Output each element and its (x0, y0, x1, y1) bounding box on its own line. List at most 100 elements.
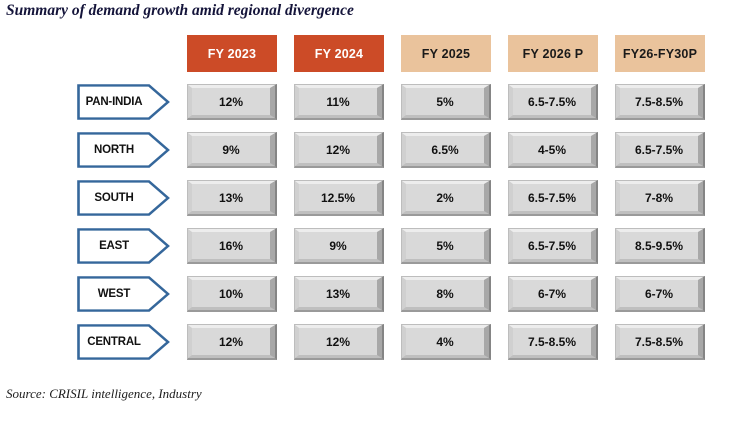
column-header-label: FY 2023 (207, 46, 257, 61)
cell-value: 9% (222, 142, 240, 157)
value-cell-face: 5% (402, 229, 489, 262)
row-label: NORTH (94, 144, 134, 156)
cell-value: 16% (218, 238, 244, 253)
value-cell-face: 8.5-9.5% (616, 229, 703, 262)
value-cell-face: 12% (188, 85, 275, 118)
value-cell-face: 12% (295, 325, 382, 358)
cell-value: 6-7% (644, 286, 673, 301)
cell-value: 6-7% (537, 286, 566, 301)
arrow-right-icon (77, 180, 170, 216)
value-cell: 12% (187, 324, 277, 360)
arrow-right-icon (77, 84, 170, 120)
value-cell-face: 9% (188, 133, 275, 166)
value-cell-face: 6.5-7.5% (509, 181, 596, 214)
column-header-label: FY 2026 P (522, 46, 584, 61)
cell-value: 8.5-9.5% (634, 238, 684, 253)
row-label: EAST (99, 240, 129, 252)
table-corner-spacer (77, 35, 170, 72)
value-cell: 7.5-8.5% (508, 324, 598, 360)
cell-value: 12% (325, 142, 351, 157)
value-cell: 8% (401, 276, 491, 312)
value-cell: 6-7% (615, 276, 705, 312)
value-cell-face: 5% (402, 85, 489, 118)
value-cell-face: 6.5-7.5% (509, 85, 596, 118)
cell-value: 10% (218, 286, 244, 301)
column-header: FY 2026 P (508, 35, 598, 72)
value-cell: 6.5-7.5% (615, 132, 705, 168)
value-cell-face: 12% (188, 325, 275, 358)
row-label: SOUTH (94, 192, 134, 204)
value-cell: 16% (187, 228, 277, 264)
column-header-label: FY 2024 (314, 46, 364, 61)
cell-value: 13% (325, 286, 351, 301)
row-label-arrow: EAST (77, 228, 170, 264)
value-cell-face: 4-5% (509, 133, 596, 166)
cell-value: 12% (218, 94, 244, 109)
column-header: FY 2023 (187, 35, 277, 72)
cell-value: 9% (329, 238, 347, 253)
value-cell-face: 7.5-8.5% (509, 325, 596, 358)
column-header-label: FY26-FY30P (622, 46, 698, 61)
column-header: FY 2024 (294, 35, 384, 72)
value-cell-face: 12% (295, 133, 382, 166)
value-cell-face: 9% (295, 229, 382, 262)
cell-value: 8% (436, 286, 454, 301)
arrow-right-icon (77, 276, 170, 312)
value-cell: 8.5-9.5% (615, 228, 705, 264)
cell-value: 4-5% (537, 142, 566, 157)
cell-value: 6.5% (431, 142, 459, 157)
value-cell: 11% (294, 84, 384, 120)
value-cell: 9% (294, 228, 384, 264)
value-cell: 7.5-8.5% (615, 324, 705, 360)
cell-value: 7-8% (644, 190, 673, 205)
value-cell-face: 6.5% (402, 133, 489, 166)
value-cell-face: 10% (188, 277, 275, 310)
demand-growth-table: FY 2023 FY 2024 FY 2025 FY 2026 P FY26-F… (77, 35, 705, 360)
value-cell: 6-7% (508, 276, 598, 312)
column-header-label: FY 2025 (421, 46, 471, 61)
value-cell-face: 8% (402, 277, 489, 310)
value-cell: 10% (187, 276, 277, 312)
row-label-arrow: SOUTH (77, 180, 170, 216)
value-cell-face: 6-7% (616, 277, 703, 310)
value-cell: 12.5% (294, 180, 384, 216)
value-cell: 4% (401, 324, 491, 360)
value-cell: 12% (294, 324, 384, 360)
cell-value: 12% (325, 334, 351, 349)
value-cell: 6.5-7.5% (508, 228, 598, 264)
cell-value: 12% (218, 334, 244, 349)
value-cell: 13% (294, 276, 384, 312)
value-cell: 9% (187, 132, 277, 168)
row-label: PAN-INDIA (85, 96, 143, 108)
value-cell-face: 6-7% (509, 277, 596, 310)
value-cell: 4-5% (508, 132, 598, 168)
cell-value: 5% (436, 238, 454, 253)
cell-value: 6.5-7.5% (634, 142, 684, 157)
value-cell-face: 11% (295, 85, 382, 118)
source-note: Source: CRISIL intelligence, Industry (6, 386, 202, 401)
column-header: FY26-FY30P (615, 35, 705, 72)
cell-value: 6.5-7.5% (527, 238, 577, 253)
cell-value: 6.5-7.5% (527, 94, 577, 109)
column-header: FY 2025 (401, 35, 491, 72)
row-label-arrow: NORTH (77, 132, 170, 168)
cell-value: 6.5-7.5% (527, 190, 577, 205)
value-cell: 5% (401, 228, 491, 264)
value-cell: 13% (187, 180, 277, 216)
cell-value: 7.5-8.5% (527, 334, 577, 349)
row-label-arrow: WEST (77, 276, 170, 312)
value-cell-face: 6.5-7.5% (509, 229, 596, 262)
value-cell-face: 13% (295, 277, 382, 310)
value-cell-face: 7-8% (616, 181, 703, 214)
value-cell: 7.5-8.5% (615, 84, 705, 120)
row-label: CENTRAL (87, 336, 141, 348)
value-cell: 12% (294, 132, 384, 168)
cell-value: 7.5-8.5% (634, 94, 684, 109)
value-cell: 6.5-7.5% (508, 180, 598, 216)
value-cell-face: 13% (188, 181, 275, 214)
cell-value: 4% (436, 334, 454, 349)
cell-value: 13% (218, 190, 244, 205)
row-label: WEST (97, 288, 131, 300)
value-cell: 5% (401, 84, 491, 120)
